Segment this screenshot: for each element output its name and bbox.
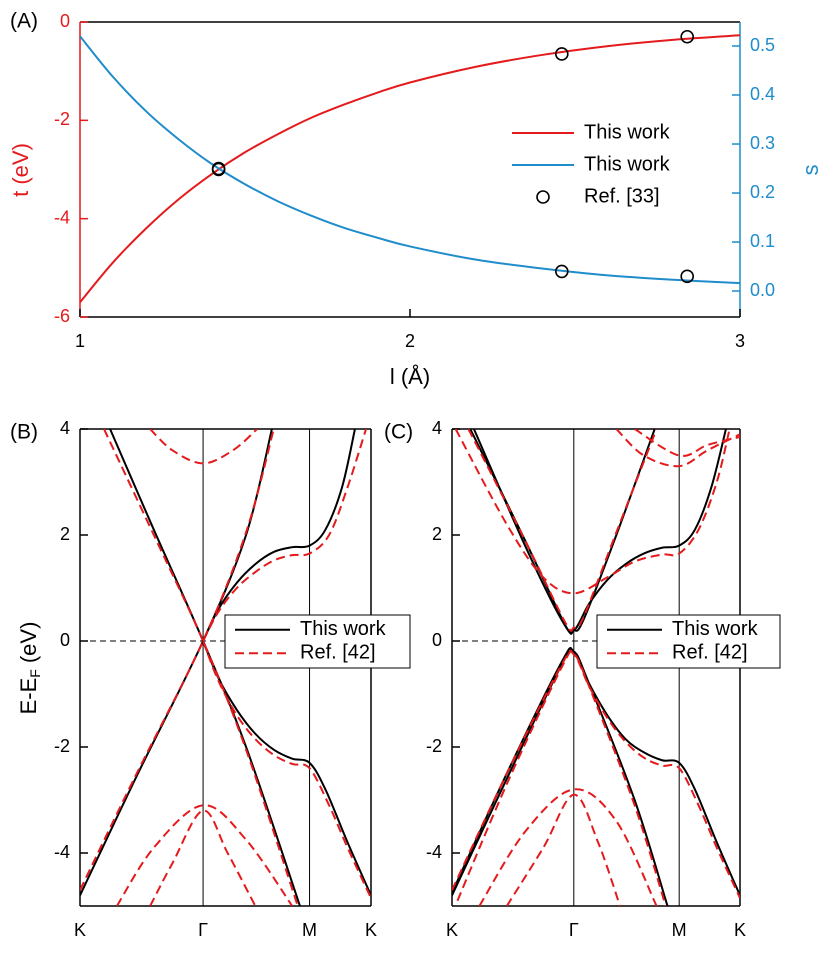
band: [472, 429, 727, 633]
x-tick-label: K: [74, 920, 86, 940]
x-axis-title: l (Å): [390, 364, 430, 389]
ref-point: [680, 269, 695, 284]
y-axis-title: t (eV): [8, 143, 33, 197]
panel: 1 2 3 0 -2 -4 -6 0.0 0.1 0.2 0.3 0.4 0.5 (A) l (Å) t (e…: [8, 10, 823, 389]
band: [80, 429, 275, 891]
band: [149, 429, 258, 465]
ref-point: [211, 161, 226, 176]
x-tick-label: K: [365, 920, 377, 940]
panel-label: (C): [384, 421, 413, 444]
y-tick-label: -6: [54, 306, 70, 326]
band: [202, 640, 371, 896]
y-tick-label: 0: [60, 11, 70, 31]
y-tick-label: 4: [60, 418, 70, 438]
legend-label: Ref. [42]: [300, 642, 376, 664]
y-axis-title-sub: F: [27, 669, 43, 678]
y-axis-title: E-EF (eV): [16, 622, 43, 715]
legend-box: [596, 614, 781, 669]
x-tick-label: 3: [735, 331, 745, 351]
band: [452, 649, 740, 899]
legend-label: Ref. [42]: [672, 642, 748, 664]
band: [452, 646, 740, 896]
y2-tick-label: 0.3: [750, 133, 775, 153]
ref-point: [680, 29, 695, 44]
x-tick-label: Γ: [569, 920, 579, 940]
legend-label: This work: [584, 121, 671, 143]
band: [505, 793, 621, 906]
y-tick-label: 2: [60, 524, 70, 544]
y2-tick-label: 0.1: [750, 231, 775, 251]
y-tick-label: 0: [432, 630, 442, 650]
band: [467, 429, 658, 632]
y-tick-label: -2: [54, 736, 70, 756]
band: [202, 429, 367, 642]
ref-point: [554, 264, 569, 279]
panel-label: (B): [10, 421, 38, 444]
legend-label: This work: [300, 618, 387, 640]
y-tick-label: 0: [60, 630, 70, 650]
y-tick-label: -2: [54, 109, 70, 129]
y2-tick-label: 0.5: [750, 35, 775, 55]
band: [202, 429, 356, 642]
band: [456, 650, 667, 906]
y-axis-title-unit: (eV): [16, 622, 41, 664]
y2-tick-label: 0.4: [750, 84, 775, 104]
y2-axis-title: s: [798, 165, 823, 176]
y-tick-label: -2: [426, 736, 442, 756]
plot-area: [452, 429, 740, 906]
legend: This work This work Ref. [33]: [512, 121, 671, 207]
y2-tick-label: 0.0: [750, 280, 775, 300]
band: [478, 788, 658, 906]
x-tick-label: K: [446, 920, 458, 940]
band: [452, 647, 669, 906]
band: [202, 640, 371, 899]
x-tick-label: M: [672, 920, 687, 940]
ref-point: [554, 47, 569, 61]
y-tick-label: -4: [54, 207, 70, 227]
legend-label: This work: [672, 618, 759, 640]
y-tick-label: -4: [426, 842, 442, 862]
y-tick-label: 4: [432, 418, 442, 438]
band: [469, 429, 656, 635]
y-tick-label: -4: [54, 842, 70, 862]
legend-marker: [536, 190, 550, 204]
line: [80, 35, 740, 285]
band: [634, 429, 740, 457]
line: [80, 34, 740, 303]
y-tick-label: 2: [432, 524, 442, 544]
plot-area: [80, 34, 740, 303]
band: [149, 809, 257, 906]
x-tick-label: 1: [75, 331, 85, 351]
plot-area: [80, 429, 371, 906]
legend-box: [224, 614, 411, 669]
x-tick-label: 2: [405, 331, 415, 351]
legend-label: Ref. [33]: [584, 185, 660, 207]
legend-label: This work: [584, 153, 671, 175]
band: [615, 429, 740, 468]
x-tick-label: K: [734, 920, 746, 940]
band: [116, 804, 294, 906]
band: [454, 429, 731, 595]
x-tick-label: M: [302, 920, 317, 940]
x-tick-label: Γ: [198, 920, 208, 940]
panel-label: (A): [10, 10, 38, 33]
y-axis-title-main: E-E: [16, 678, 41, 715]
y2-tick-label: 0.2: [750, 182, 775, 202]
